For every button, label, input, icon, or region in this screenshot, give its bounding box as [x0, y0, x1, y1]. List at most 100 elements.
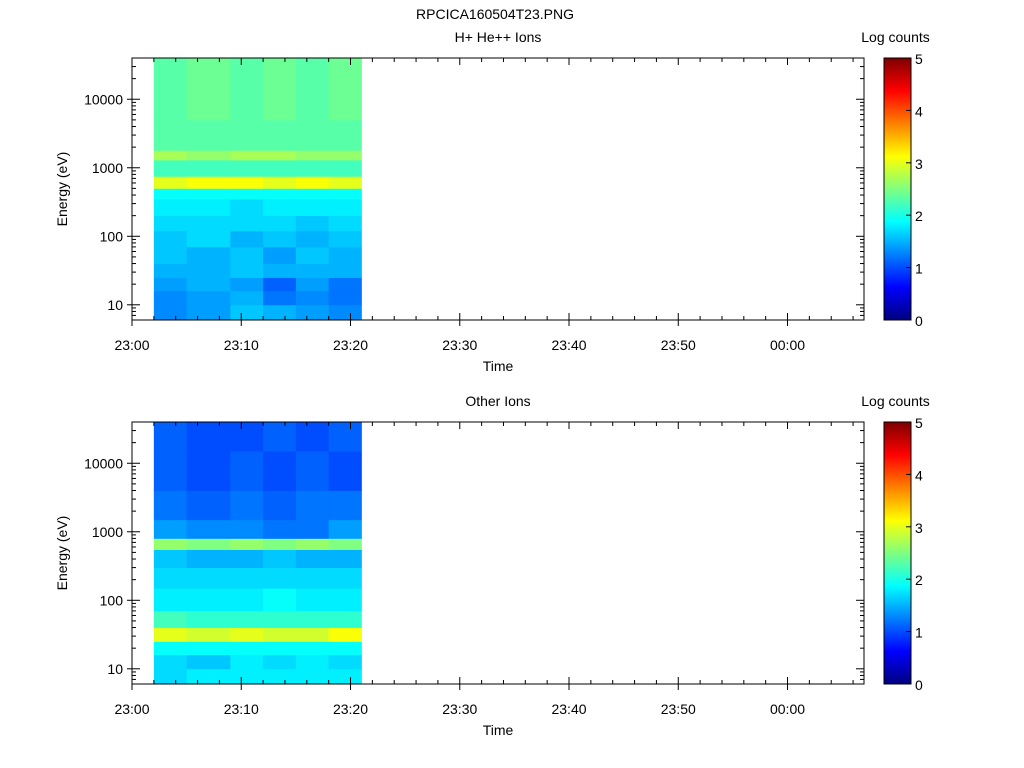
colorbar-tick-label: 4	[915, 467, 923, 483]
heatmap-cell	[263, 519, 297, 539]
heatmap-cell	[263, 641, 297, 656]
heatmap-cell	[328, 58, 362, 121]
heatmap-cell	[328, 422, 362, 452]
heatmap-cell	[230, 610, 264, 628]
heatmap-cell	[230, 58, 264, 121]
heatmap-cell	[230, 519, 264, 539]
heatmap-cell	[230, 215, 264, 232]
heatmap-cell	[295, 549, 330, 568]
heatmap-cell	[153, 610, 188, 628]
heatmap-cell	[153, 246, 188, 264]
heatmap-cell	[263, 490, 297, 521]
heatmap-cell	[153, 277, 188, 292]
heatmap-cell	[328, 304, 362, 321]
x-tick-label: 23:00	[114, 701, 149, 717]
heatmap-cell	[153, 188, 188, 200]
heatmap-cell	[230, 588, 264, 612]
heatmap-cell	[230, 627, 264, 642]
heatmap-cell	[263, 230, 297, 248]
heatmap-cell	[295, 304, 330, 321]
heatmap-cell	[186, 246, 231, 264]
x-axis-label: Time	[483, 722, 514, 738]
heatmap-cell	[153, 119, 188, 151]
heatmap-cell	[328, 641, 362, 656]
heatmap-cell	[230, 150, 264, 161]
heatmap-cell	[153, 654, 188, 670]
x-tick-label: 23:10	[224, 701, 259, 717]
plot-frame	[131, 421, 865, 685]
colorbar-tick-label: 3	[915, 156, 923, 172]
heatmap-cell	[186, 627, 231, 642]
heatmap-cell	[186, 188, 231, 200]
heatmap-cell	[153, 519, 188, 539]
x-tick-label: 23:20	[333, 337, 368, 353]
heatmap-cell	[186, 277, 231, 292]
chart-title: Other Ions	[465, 393, 530, 409]
heatmap-cell	[328, 451, 362, 491]
heatmap-cell	[186, 290, 231, 306]
heatmap-cell	[263, 150, 297, 161]
heatmap-cell	[153, 263, 188, 278]
heatmap-cell	[153, 290, 188, 306]
y-tick-label: 100	[100, 592, 124, 608]
heatmap-cell	[328, 246, 362, 264]
heatmap-cell	[153, 451, 188, 491]
heatmap-cell	[186, 490, 231, 521]
heatmap-cells	[153, 422, 362, 685]
colorbar	[883, 421, 912, 685]
heatmap-cell	[295, 58, 330, 121]
heatmap-cell	[153, 176, 188, 189]
heatmap-cell	[153, 159, 188, 177]
colorbar-label: Log counts	[861, 393, 930, 409]
heatmap-cell	[153, 304, 188, 321]
heatmap-cell	[328, 230, 362, 248]
heatmap-cell	[328, 654, 362, 670]
heatmap-cells	[153, 58, 362, 321]
heatmap-cell	[295, 668, 330, 685]
colorbar-tick-label: 2	[915, 208, 923, 224]
heatmap-cell	[295, 150, 330, 161]
heatmap-cell	[230, 451, 264, 491]
heatmap-cell	[295, 230, 330, 248]
heatmap-cell	[186, 119, 231, 151]
x-axis-label: Time	[483, 358, 514, 374]
heatmap-cell	[230, 230, 264, 248]
heatmap-cell	[230, 188, 264, 200]
x-tick-label: 00:00	[770, 701, 805, 717]
heatmap-cell	[295, 188, 330, 200]
heatmap-cell	[230, 654, 264, 670]
heatmap-cell	[263, 119, 297, 151]
heatmap-cell	[153, 199, 188, 217]
heatmap-cell	[186, 304, 231, 321]
heatmap-cell	[295, 277, 330, 292]
colorbar-tick-label: 2	[915, 572, 923, 588]
y-tick-label: 100	[100, 228, 124, 244]
heatmap-cell	[328, 567, 362, 589]
y-axis-label: Energy (eV)	[54, 516, 70, 591]
heatmap-cell	[153, 627, 188, 642]
heatmap-cell	[295, 451, 330, 491]
heatmap-cell	[263, 199, 297, 217]
chart-title: H+ He++ Ions	[455, 29, 542, 45]
heatmap-cell	[230, 290, 264, 306]
heatmap-cell	[263, 246, 297, 264]
x-tick-label: 23:30	[442, 701, 477, 717]
y-tick-label: 1000	[92, 160, 123, 176]
heatmap-cell	[328, 290, 362, 306]
heatmap-cell	[295, 654, 330, 670]
colorbar-label: Log counts	[861, 29, 930, 45]
heatmap-cell	[153, 58, 188, 121]
heatmap-cell	[263, 654, 297, 670]
heatmap-cell	[153, 230, 188, 248]
heatmap-cell	[186, 567, 231, 589]
heatmap-cell	[295, 567, 330, 589]
heatmap-cell	[328, 159, 362, 177]
x-tick-label: 23:00	[114, 337, 149, 353]
heatmap-cell	[230, 549, 264, 568]
heatmap-cell	[263, 290, 297, 306]
page-title: RPCICA160504T23.PNG	[416, 6, 574, 22]
heatmap-cell	[230, 668, 264, 685]
heatmap-cell	[263, 627, 297, 642]
heatmap-cell	[230, 176, 264, 189]
